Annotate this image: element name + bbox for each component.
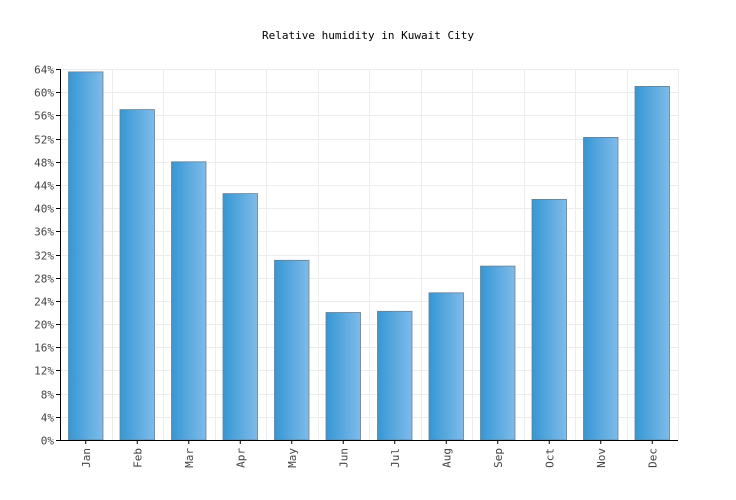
x-tick-label: Oct xyxy=(543,448,556,468)
bar-may xyxy=(274,259,310,441)
y-tick-label: 0% xyxy=(41,435,55,448)
x-tick-label: Mar xyxy=(183,448,196,468)
bar-jun xyxy=(325,312,361,441)
y-tick-label: 4% xyxy=(41,412,55,425)
bar-jan xyxy=(68,71,104,441)
bar-oct xyxy=(531,198,567,441)
y-tick-label: 56% xyxy=(34,110,54,123)
x-tick-label: Aug xyxy=(440,448,453,468)
y-axis-ticks: 0% 4% 8% 12% 16% 20% 24% 28% 32% 36% 40% 44% 48% 52% 5… xyxy=(34,64,60,448)
x-tick-label: Jan xyxy=(80,448,93,468)
bar-jul xyxy=(377,310,413,441)
y-tick-label: 24% xyxy=(34,296,54,309)
x-tick-label: May xyxy=(286,448,299,468)
bar-mar xyxy=(171,161,207,441)
bar-layer xyxy=(68,71,670,441)
bar-apr xyxy=(222,193,258,441)
bar-dec xyxy=(634,86,670,441)
x-tick-label: Nov xyxy=(595,448,608,468)
y-tick-label: 64% xyxy=(34,64,54,77)
x-tick-label: Jun xyxy=(337,448,350,468)
y-tick-label: 48% xyxy=(34,157,54,170)
y-tick-label: 12% xyxy=(34,365,54,378)
y-tick-label: 20% xyxy=(34,319,54,332)
bar-nov xyxy=(583,136,619,441)
x-tick-label: Apr xyxy=(234,448,247,468)
y-tick-label: 60% xyxy=(34,87,54,100)
bar-aug xyxy=(428,292,464,441)
x-tick-label: Dec xyxy=(646,448,659,468)
y-tick-label: 40% xyxy=(34,203,54,216)
x-axis-ticks: Jan Feb Mar Apr May Jun Jul Aug Sep Oct Nov Dec xyxy=(80,440,659,468)
x-tick-label: Feb xyxy=(131,448,144,468)
y-tick-label: 52% xyxy=(34,134,54,147)
y-tick-label: 8% xyxy=(41,389,55,402)
x-tick-label: Jul xyxy=(389,448,402,468)
bar-feb xyxy=(119,109,155,441)
chart-title: Relative humidity in Kuwait City xyxy=(262,29,474,42)
y-tick-label: 36% xyxy=(34,226,54,239)
x-tick-label: Sep xyxy=(492,448,505,468)
y-tick-label: 28% xyxy=(34,273,54,286)
y-tick-label: 32% xyxy=(34,250,54,263)
y-tick-label: 44% xyxy=(34,180,54,193)
bar-sep xyxy=(480,265,516,441)
y-tick-label: 16% xyxy=(34,342,54,355)
